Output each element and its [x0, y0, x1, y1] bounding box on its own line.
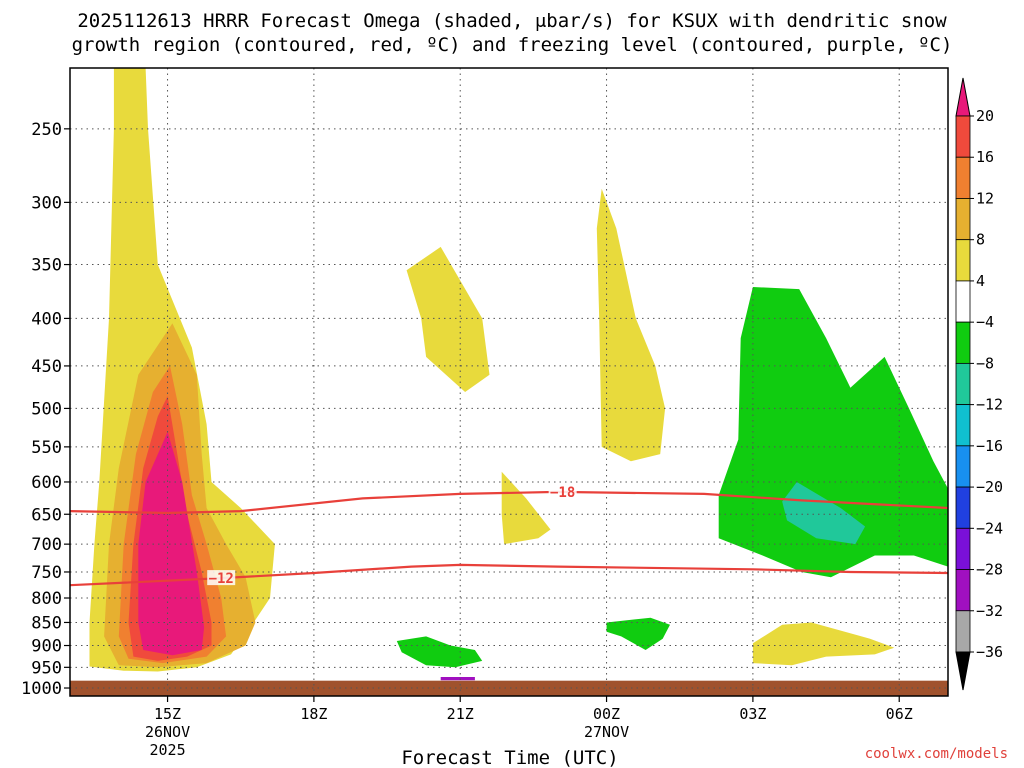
colorbar-swatch-4 — [955, 280, 971, 323]
colorbar-swatch-9 — [955, 486, 971, 529]
colorbar-swatch-12 — [955, 610, 971, 653]
colorbar-label-6: −8 — [976, 354, 994, 372]
colorbar-label-2: 12 — [976, 189, 994, 207]
colorbar-swatch-11 — [955, 569, 971, 612]
colorbar-label-8: −16 — [976, 437, 1003, 455]
colorbar-swatch-8 — [955, 445, 971, 488]
y-tick-label-300: 300 — [31, 193, 62, 213]
dgz-contour-1 — [69, 563, 949, 587]
x-tick-label-00Z: 00Z — [593, 705, 620, 723]
colorbar-swatch-6 — [955, 362, 971, 406]
y-tick-label-750: 750 — [31, 563, 62, 583]
grid-lines — [70, 68, 948, 696]
dgz-label-bg-0 — [548, 483, 577, 499]
dgz-contour-0 — [69, 490, 949, 515]
x-tick-label-21Z: 21Z — [447, 705, 474, 723]
colorbar-swatch-7 — [955, 404, 971, 447]
colorbar-label-1: 16 — [976, 148, 994, 166]
y-tick-label-350: 350 — [31, 256, 62, 276]
ground-layer — [70, 680, 948, 696]
colorbar-label-4: 4 — [976, 272, 985, 290]
dgz-contour-label-1: −12 — [209, 571, 234, 587]
colorbar-bottom-arrow — [955, 651, 971, 691]
y-tick-label-600: 600 — [31, 473, 62, 493]
colorbar-label-0: 20 — [976, 107, 994, 125]
omega-region-5 — [406, 246, 490, 392]
dgz-label-bg-1 — [207, 570, 236, 586]
colorbar-swatch-0 — [955, 115, 971, 158]
dgz-contour-label-0: −18 — [550, 485, 575, 501]
x-tick-label-18Z: 18Z — [300, 705, 327, 723]
y-tick-label-850: 850 — [31, 613, 62, 633]
colorbar-label-10: −24 — [976, 519, 1003, 537]
x-axis-title: Forecast Time (UTC) — [401, 747, 618, 768]
y-tick-label-900: 900 — [31, 637, 62, 657]
omega-region-12 — [606, 617, 670, 650]
colorbar-label-7: −12 — [976, 396, 1003, 414]
credit-text: coolwx.com/models — [864, 746, 1008, 762]
chart-title-line-2: growth region (contoured, red, ºC) and f… — [71, 34, 953, 56]
chart-title-line-1: 2025112613 HRRR Forecast Omega (shaded, … — [77, 10, 947, 32]
y-tick-label-550: 550 — [31, 438, 62, 458]
colorbar-label-11: −28 — [976, 561, 1003, 579]
y-tick-label-250: 250 — [31, 120, 62, 140]
x-tick-label-15Z: 15Z — [154, 705, 181, 723]
omega-region-11 — [396, 636, 483, 668]
colorbar-label-3: 8 — [976, 231, 985, 249]
omega-region-10 — [782, 482, 866, 545]
y-tick-label-400: 400 — [31, 309, 62, 329]
colorbar-swatch-10 — [955, 527, 971, 570]
y-tick-label-950: 950 — [31, 658, 62, 678]
dgz-contour-layer: −18 −12 — [69, 483, 949, 587]
colorbar-label-9: −20 — [976, 478, 1003, 496]
y-tick-label-500: 500 — [31, 399, 62, 419]
omega-region-4 — [138, 431, 205, 656]
y-tick-label-650: 650 — [31, 505, 62, 525]
colorbar-swatch-3 — [955, 239, 971, 282]
omega-shading-layer — [89, 68, 948, 681]
colorbar-label-12: −32 — [976, 602, 1003, 620]
x-tick-year-15Z: 2025 — [149, 741, 185, 759]
colorbar-swatch-2 — [955, 198, 971, 241]
x-tick-label-06Z: 06Z — [886, 705, 913, 723]
colorbar-label-13: −36 — [976, 643, 1003, 661]
plot-border — [69, 67, 949, 697]
omega-region-8 — [752, 622, 895, 666]
ground-surface — [70, 680, 948, 696]
omega-region-6 — [501, 471, 551, 545]
y-tick-label-700: 700 — [31, 535, 62, 555]
colorbar-label-5: −4 — [976, 313, 994, 331]
y-tick-label-450: 450 — [31, 357, 62, 377]
colorbar-swatch-5 — [955, 321, 971, 364]
colorbar-swatch-1 — [955, 156, 971, 199]
x-tick-date-15Z: 26NOV — [145, 723, 190, 741]
omega-region-13 — [440, 677, 475, 681]
omega-region-7 — [596, 188, 666, 462]
y-tick-label-1000: 1000 — [21, 679, 62, 699]
y-axis: 250 300 350 400 450 500 550 600 650 700 750 800 850 9… — [21, 120, 70, 699]
plot-frame — [69, 67, 949, 697]
colorbar-top-arrow — [955, 77, 971, 117]
x-tick-date-00Z: 27NOV — [584, 723, 629, 741]
x-tick-label-03Z: 03Z — [739, 705, 766, 723]
y-tick-label-800: 800 — [31, 589, 62, 609]
colorbar: 20 16 12 8 4 −4 −8 −12 −16 −20 −24 −28 −32 −36 — [955, 77, 1003, 691]
